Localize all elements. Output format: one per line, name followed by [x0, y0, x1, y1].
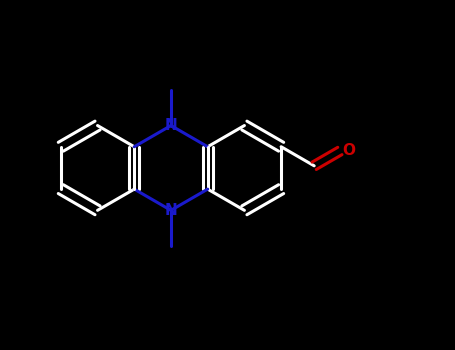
Text: O: O: [342, 144, 355, 159]
Text: N: N: [165, 203, 177, 218]
Text: N: N: [165, 118, 177, 133]
